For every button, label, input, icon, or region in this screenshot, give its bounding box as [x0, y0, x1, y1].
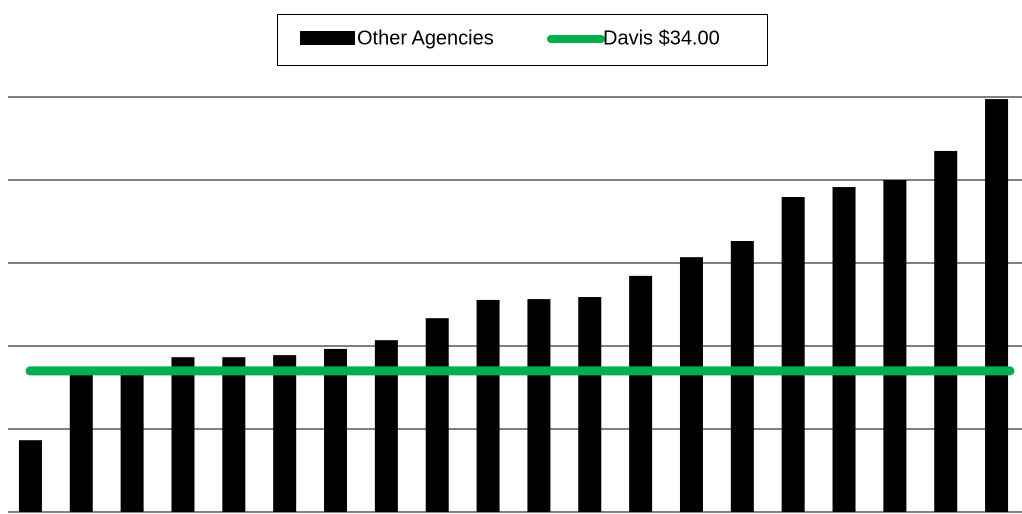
bar — [679, 257, 703, 512]
bar — [222, 357, 246, 512]
bar — [730, 241, 754, 512]
bar — [832, 187, 856, 512]
bar — [324, 348, 348, 512]
legend-box — [277, 14, 768, 66]
bar — [629, 275, 653, 512]
bar — [985, 99, 1009, 512]
legend-label: Other Agencies — [357, 27, 494, 49]
bar — [374, 340, 398, 512]
bar — [69, 368, 93, 512]
legend-label: Davis $34.00 — [603, 27, 720, 49]
bar — [578, 297, 602, 512]
bar — [781, 197, 805, 512]
bar — [120, 367, 144, 512]
bar — [476, 299, 500, 512]
bar — [273, 355, 297, 512]
bar — [171, 357, 195, 512]
bar — [425, 318, 449, 512]
bar — [883, 180, 907, 512]
bar — [934, 150, 958, 512]
bar — [18, 440, 42, 512]
legend-swatch — [300, 31, 355, 45]
bar — [527, 299, 551, 512]
